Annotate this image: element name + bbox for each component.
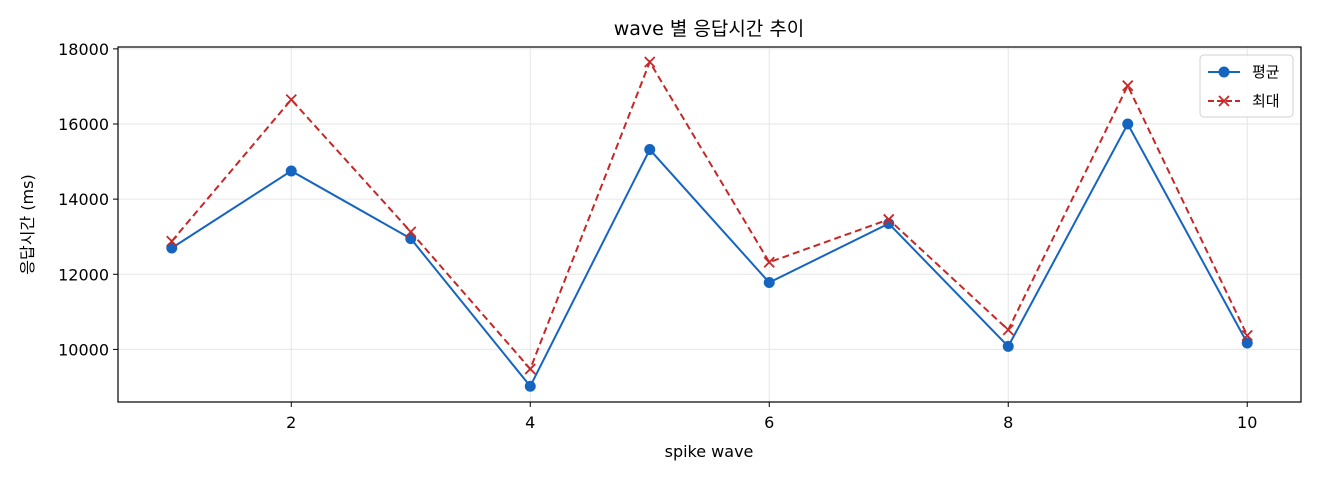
y-axis-label: 응답시간 (ms)	[18, 174, 37, 274]
y-tick-label: 14000	[58, 190, 109, 209]
data-point	[1241, 329, 1253, 342]
legend-label: 최대	[1252, 92, 1280, 110]
data-point	[1241, 337, 1253, 349]
x-tick-label: 8	[1003, 413, 1013, 432]
x-axis-label: spike wave	[665, 442, 754, 461]
y-tick-label: 16000	[58, 115, 109, 134]
data-point	[285, 165, 297, 177]
series-line	[171, 121, 1249, 389]
series-layer	[166, 56, 1253, 392]
grid	[118, 47, 1301, 402]
data-point	[1002, 324, 1014, 336]
series-avg	[166, 118, 1253, 392]
chart-title: wave 별 응답시간 추이	[614, 18, 805, 40]
legend-marker	[1218, 95, 1230, 107]
data-point	[644, 144, 656, 156]
x-tick-label: 10	[1237, 413, 1257, 432]
data-point	[166, 242, 178, 254]
x-tick-label: 4	[525, 413, 535, 432]
legend-marker	[1218, 66, 1230, 78]
axis-ticks: 2 4 6 8 10 10000 12000 14000 16000 18000	[58, 40, 1257, 432]
y-tick-label: 10000	[58, 340, 109, 359]
x-tick-label: 2	[286, 413, 296, 432]
data-point	[285, 93, 297, 106]
data-point	[1002, 340, 1014, 352]
y-tick-label: 18000	[58, 40, 109, 59]
data-point	[1122, 118, 1134, 130]
data-point	[166, 235, 178, 247]
y-tick-label: 12000	[58, 265, 109, 284]
plot-frame	[117, 46, 1302, 403]
x-tick-label: 6	[764, 413, 774, 432]
series-line	[171, 59, 1249, 371]
data-point	[1122, 80, 1134, 92]
series-max	[166, 56, 1253, 375]
data-point	[883, 213, 895, 226]
data-point	[644, 56, 656, 68]
data-point	[763, 256, 775, 268]
data-point	[524, 380, 536, 392]
data-point	[405, 226, 417, 238]
legend-label: 평균	[1252, 63, 1280, 81]
data-point	[524, 363, 536, 375]
data-point	[763, 277, 775, 289]
